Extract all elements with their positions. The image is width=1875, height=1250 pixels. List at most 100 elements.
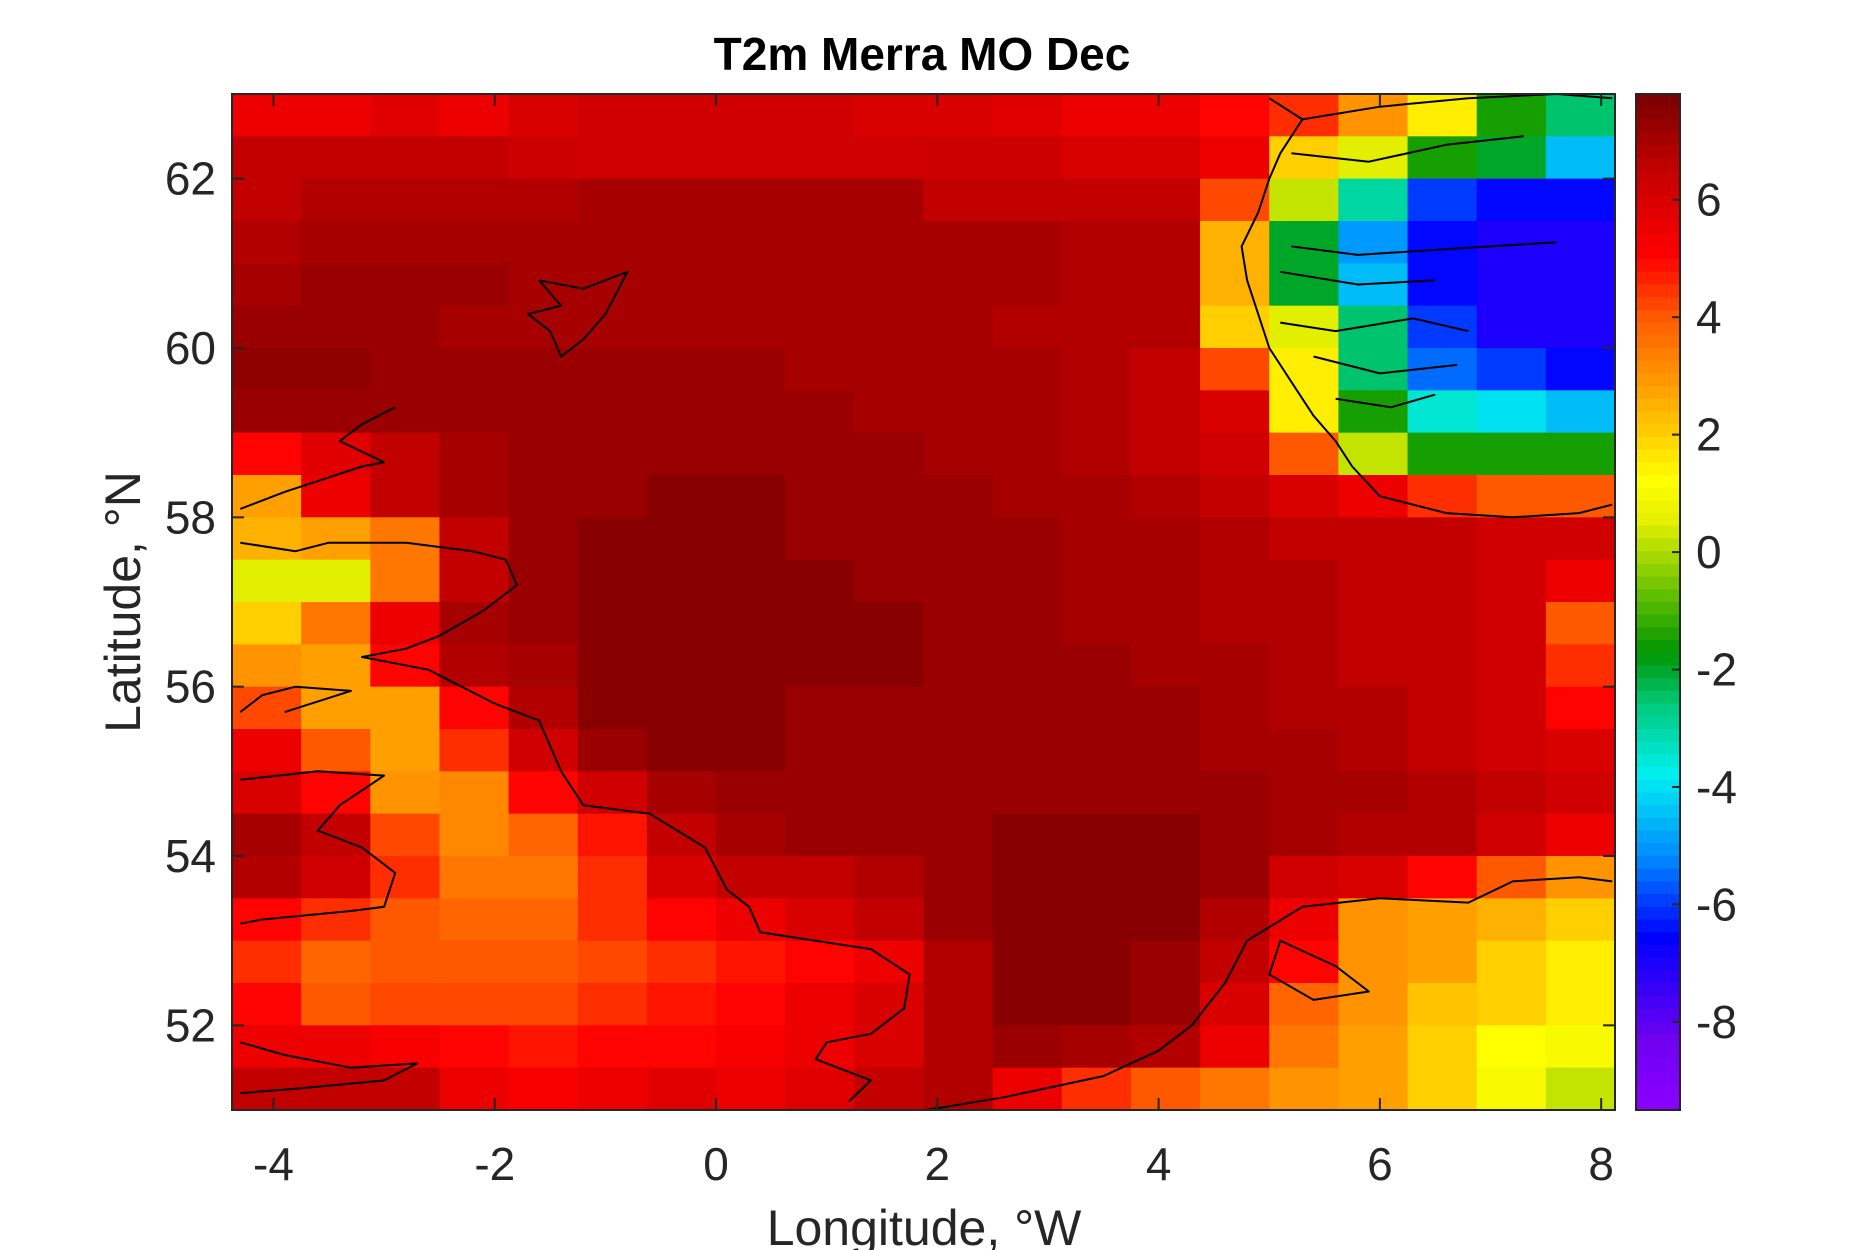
heatmap-cell bbox=[716, 559, 786, 603]
heatmap-cell bbox=[508, 644, 579, 688]
heatmap-cell bbox=[716, 517, 786, 561]
heatmap-cell bbox=[439, 136, 510, 180]
heatmap-cell bbox=[1476, 94, 1547, 137]
y-axis: 52 54 56 58 60 62 bbox=[165, 153, 1615, 1051]
colorbar-tick-label: -6 bbox=[1696, 878, 1737, 930]
heatmap-cell bbox=[785, 559, 855, 603]
heatmap-cell bbox=[923, 602, 994, 645]
heatmap-cell bbox=[1338, 771, 1409, 815]
heatmap-cell bbox=[1407, 813, 1478, 857]
colorbar-tick-label: 6 bbox=[1696, 174, 1722, 226]
heatmap-cell bbox=[577, 432, 648, 476]
heatmap-cell bbox=[923, 983, 994, 1026]
heatmap-cell bbox=[1269, 348, 1339, 391]
heatmap-cell bbox=[370, 94, 441, 137]
heatmap-cell bbox=[370, 263, 441, 307]
heatmap-cell bbox=[1476, 348, 1547, 391]
heatmap-cell bbox=[301, 729, 371, 772]
heatmap-cell bbox=[301, 983, 371, 1026]
colorbar-segment bbox=[1636, 563, 1680, 578]
colorbar-segment bbox=[1636, 436, 1680, 451]
heatmap-cell bbox=[992, 517, 1063, 561]
heatmap-cell bbox=[1269, 178, 1339, 222]
heatmap-cell bbox=[439, 898, 510, 942]
heatmap-cell bbox=[716, 1067, 786, 1111]
y-tick-label: 56 bbox=[165, 661, 216, 713]
heatmap-cell bbox=[1130, 94, 1201, 137]
colorbar-segment bbox=[1636, 309, 1680, 324]
heatmap-cell bbox=[1407, 771, 1478, 815]
colorbar-segment bbox=[1636, 170, 1680, 184]
heatmap-cell bbox=[785, 898, 855, 942]
heatmap-cell bbox=[301, 390, 371, 434]
heatmap-cell bbox=[716, 432, 786, 476]
heatmap-cell bbox=[992, 983, 1063, 1026]
colorbar-segment bbox=[1636, 1059, 1680, 1073]
heatmap-cell bbox=[854, 432, 925, 476]
heatmap-cell bbox=[923, 348, 994, 391]
heatmap-cell bbox=[508, 221, 579, 264]
heatmap-cell bbox=[1476, 559, 1547, 603]
heatmap-cell bbox=[370, 559, 441, 603]
heatmap-cell bbox=[992, 348, 1063, 391]
heatmap-cell bbox=[1407, 178, 1478, 222]
colorbar-segment bbox=[1636, 741, 1680, 755]
heatmap-cell bbox=[1269, 1067, 1339, 1111]
heatmap-cell bbox=[1545, 1067, 1616, 1111]
heatmap-cell bbox=[1130, 517, 1201, 561]
heatmap-cell bbox=[1545, 517, 1616, 561]
colorbar-segment bbox=[1636, 487, 1680, 501]
heatmap-cell bbox=[301, 1067, 371, 1111]
heatmap-cell bbox=[646, 94, 717, 137]
heatmap-cell bbox=[508, 729, 579, 772]
heatmap-cell bbox=[854, 263, 925, 307]
colorbar-segment bbox=[1636, 983, 1680, 997]
heatmap-cell bbox=[1269, 475, 1339, 518]
heatmap-cell bbox=[508, 136, 579, 180]
colorbar-segment bbox=[1636, 221, 1680, 235]
colorbar-segment bbox=[1636, 640, 1680, 654]
heatmap-cell bbox=[232, 602, 302, 645]
colorbar-segment bbox=[1636, 944, 1680, 959]
heatmap-cell bbox=[1130, 221, 1201, 264]
heatmap-cell bbox=[785, 263, 855, 307]
colorbar-segment bbox=[1636, 881, 1680, 895]
heatmap-cell bbox=[646, 221, 717, 264]
heatmap-cell bbox=[1407, 432, 1478, 476]
colorbar-segment bbox=[1636, 271, 1680, 286]
heatmap-cell bbox=[508, 856, 579, 899]
heatmap-cell bbox=[301, 686, 371, 730]
heatmap-cell bbox=[1269, 263, 1339, 307]
colorbar-segment bbox=[1636, 94, 1680, 108]
heatmap-cell bbox=[1061, 602, 1132, 645]
heatmap-cell bbox=[923, 686, 994, 730]
colorbar-segment bbox=[1636, 284, 1680, 298]
heatmap-cell bbox=[1545, 559, 1616, 603]
heatmap-cell bbox=[854, 94, 925, 137]
heatmap-cell bbox=[1338, 644, 1409, 688]
heatmap-cell bbox=[716, 644, 786, 688]
heatmap-cell bbox=[577, 940, 648, 984]
heatmap-cell bbox=[232, 813, 302, 857]
heatmap-cell bbox=[1130, 348, 1201, 391]
heatmap-cell bbox=[1476, 856, 1547, 899]
colorbar-segment bbox=[1636, 106, 1680, 120]
y-axis-label: Latitude, °N bbox=[95, 471, 151, 733]
heatmap-cell bbox=[577, 390, 648, 434]
heatmap-cell bbox=[992, 940, 1063, 984]
x-tick-label: 6 bbox=[1367, 1138, 1393, 1190]
heatmap-cell bbox=[1476, 475, 1547, 518]
heatmap-cell bbox=[1269, 559, 1339, 603]
heatmap-cell bbox=[785, 136, 855, 180]
colorbar-segment bbox=[1636, 817, 1680, 832]
heatmap-cell bbox=[1269, 390, 1339, 434]
colorbar-segment bbox=[1636, 259, 1680, 273]
heatmap-cell bbox=[1061, 475, 1132, 518]
heatmap-cell bbox=[646, 983, 717, 1026]
heatmap-cell bbox=[577, 136, 648, 180]
heatmap-cell bbox=[716, 856, 786, 899]
colorbar-segment bbox=[1636, 932, 1680, 946]
heatmap-cell bbox=[1338, 1025, 1409, 1069]
heatmap-cell bbox=[646, 559, 717, 603]
heatmap-cell bbox=[577, 178, 648, 222]
